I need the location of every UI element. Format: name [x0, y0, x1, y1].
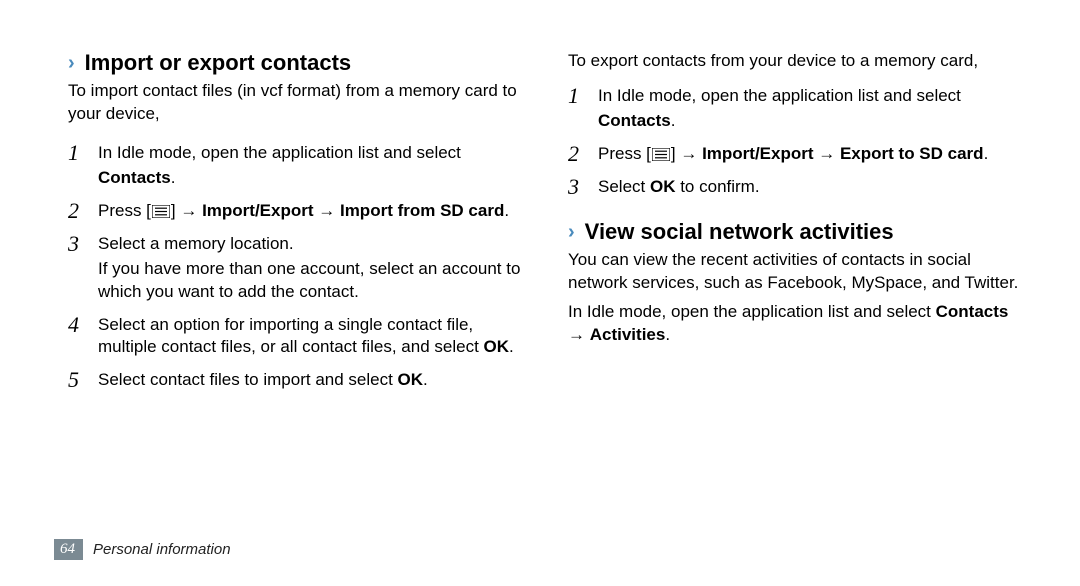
para-text: You can view the recent activities of co… — [568, 249, 1030, 295]
two-column-layout: › Import or export contacts To import co… — [68, 50, 1030, 402]
step-number: 1 — [568, 85, 586, 135]
step-item: 1 In Idle mode, open the application lis… — [68, 142, 530, 192]
step-text: If you have more than one account, selec… — [98, 258, 530, 304]
step-body: Select a memory location. If you have mo… — [98, 233, 530, 306]
import-steps-list: 1 In Idle mode, open the application lis… — [68, 142, 530, 394]
section-view-social: › View social network activities You can… — [568, 219, 1030, 347]
step-body: Press [ ] → Import/Export → Export to SD … — [598, 143, 1030, 168]
step-text: Select an option for importing a single … — [98, 315, 484, 357]
step-item: 3 Select a memory location. If you have … — [68, 233, 530, 306]
step-suffix: . — [671, 111, 676, 130]
step-suffix: . — [509, 337, 514, 356]
press-arrow: ] → — [671, 144, 702, 163]
press-path: Import/Export → Export to SD card — [702, 144, 983, 163]
step-body: In Idle mode, open the application list … — [598, 85, 1030, 135]
step-item: 3 Select OK to confirm. — [568, 176, 1030, 201]
step-text: Select — [598, 177, 650, 196]
para-span: In Idle mode, open the application list … — [568, 302, 936, 321]
page-number-badge: 64 — [54, 539, 83, 560]
step-suffix: . — [423, 370, 428, 389]
step-number: 2 — [68, 200, 86, 225]
menu-icon — [652, 148, 670, 161]
menu-icon — [152, 205, 170, 218]
para-span: . — [665, 325, 670, 344]
step-bold: OK — [398, 370, 424, 389]
step-item: 2 Press [ ] → Import/Export → Export to S… — [568, 143, 1030, 168]
step-item: 1 In Idle mode, open the application lis… — [568, 85, 1030, 135]
para-text: In Idle mode, open the application list … — [568, 301, 1030, 347]
heading-text: View social network activities — [585, 219, 894, 245]
step-body: In Idle mode, open the application list … — [98, 142, 530, 192]
step-text: In Idle mode, open the application list … — [598, 86, 961, 105]
press-suffix: . — [504, 201, 509, 220]
para-bold: Activities — [590, 325, 666, 344]
step-item: 2 Press [ ] → Import/Export → Import from… — [68, 200, 530, 225]
para-bold: Contacts — [936, 302, 1009, 321]
right-column: To export contacts from your device to a… — [568, 50, 1030, 402]
step-suffix: to confirm. — [675, 177, 759, 196]
step-body: Select contact files to import and selec… — [98, 369, 530, 394]
step-number: 2 — [568, 143, 586, 168]
step-bold: Contacts — [598, 111, 671, 130]
step-text: Select contact files to import and selec… — [98, 370, 398, 389]
footer-section-label: Personal information — [93, 541, 231, 558]
press-suffix: . — [984, 144, 989, 163]
page-footer: 64 Personal information — [54, 539, 231, 560]
step-number: 3 — [68, 233, 86, 306]
step-bold: OK — [484, 337, 510, 356]
chevron-icon: › — [568, 222, 575, 242]
intro-text: To export contacts from your device to a… — [568, 50, 1030, 73]
step-item: 4 Select an option for importing a singl… — [68, 314, 530, 362]
step-body: Select an option for importing a single … — [98, 314, 530, 362]
step-body: Press [ ] → Import/Export → Import from S… — [98, 200, 530, 225]
press-prefix: Press [ — [598, 144, 651, 163]
chevron-icon: › — [68, 53, 75, 73]
manual-page: › Import or export contacts To import co… — [0, 0, 1080, 586]
left-column: › Import or export contacts To import co… — [68, 50, 530, 402]
step-bold: Contacts — [98, 168, 171, 187]
step-number: 1 — [68, 142, 86, 192]
para-span: → — [568, 325, 590, 344]
step-body: Select OK to confirm. — [598, 176, 1030, 201]
press-path: Import/Export → Import from SD card — [202, 201, 504, 220]
heading-text: Import or export contacts — [85, 50, 351, 76]
step-bold: OK — [650, 177, 676, 196]
step-text: In Idle mode, open the application list … — [98, 143, 461, 162]
section-heading-import-export: › Import or export contacts — [68, 50, 530, 76]
step-number: 3 — [568, 176, 586, 201]
export-steps-list: 1 In Idle mode, open the application lis… — [568, 85, 1030, 201]
step-number: 5 — [68, 369, 86, 394]
press-arrow: ] → — [171, 201, 202, 220]
step-suffix: . — [171, 168, 176, 187]
step-item: 5 Select contact files to import and sel… — [68, 369, 530, 394]
step-number: 4 — [68, 314, 86, 362]
section-heading-social: › View social network activities — [568, 219, 1030, 245]
step-text: Select a memory location. — [98, 233, 530, 256]
intro-text: To import contact files (in vcf format) … — [68, 80, 530, 126]
press-prefix: Press [ — [98, 201, 151, 220]
